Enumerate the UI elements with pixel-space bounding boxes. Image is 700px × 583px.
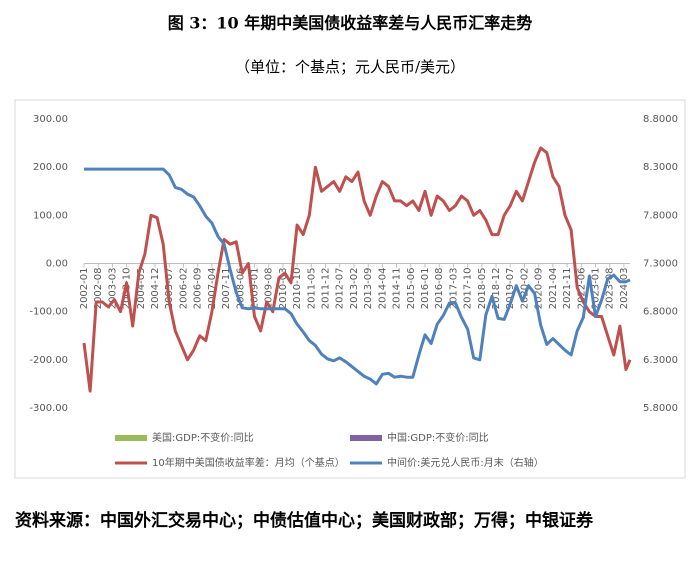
series-line (84, 167, 631, 386)
y-tick-label: 300.00 (33, 114, 68, 125)
x-tick-label: 2018-05 (477, 268, 488, 310)
x-tick-label: 2023-08 (605, 268, 616, 310)
x-tick-label: 2019-07 (505, 268, 516, 310)
y-tick-label: 200.00 (33, 162, 68, 173)
x-tick-label: 2007-11 (221, 268, 232, 310)
y-tick-label: 100.00 (33, 210, 68, 221)
x-tick-label: 2005-07 (164, 268, 175, 310)
x-tick-label: 2024-03 (619, 268, 630, 310)
y2-tick-label: 7.3000 (643, 259, 678, 270)
x-tick-label: 2018-12 (491, 268, 502, 310)
y2-tick-label: 5.8000 (643, 403, 678, 414)
x-tick-label: 2015-06 (406, 268, 417, 310)
series-line (82, 146, 632, 393)
x-tick-label: 2014-11 (392, 268, 403, 310)
x-tick-label: 2021-04 (548, 268, 559, 310)
x-tick-label: 2021-11 (562, 268, 573, 310)
x-tick-label: 2007-04 (207, 268, 218, 310)
y2-tick-label: 7.8000 (643, 210, 678, 221)
y-tick-label: 0.00 (46, 259, 68, 270)
x-tick-label: 2009-01 (249, 268, 260, 310)
x-tick-label: 2014-04 (377, 268, 388, 310)
x-tick-label: 2020-09 (534, 268, 545, 310)
x-tick-label: 2017-03 (448, 268, 459, 310)
y-tick-label: -200.00 (29, 355, 68, 366)
x-tick-label: 2003-03 (107, 268, 118, 310)
x-tick-label: 2023-01 (590, 268, 601, 310)
x-tick-label: 2009-08 (264, 268, 275, 310)
x-tick-label: 2004-05 (136, 268, 147, 310)
x-tick-label: 2013-09 (363, 268, 374, 310)
x-tick-label: 2002-08 (93, 268, 104, 310)
x-tick-label: 2020-02 (519, 268, 530, 310)
x-tick-label: 2010-03 (278, 268, 289, 310)
y2-tick-label: 6.3000 (643, 355, 678, 366)
chart-subtitle: （单位：个基点；元人民币/美元） (235, 58, 465, 76)
legend-label: 美国:GDP:不变价:同比 (152, 431, 254, 444)
legend-label: 10年期中美国债收益率差：月均（个基点） (152, 456, 345, 469)
x-tick-label: 2016-01 (420, 268, 431, 310)
legend-label: 中国:GDP:不变价:同比 (387, 431, 489, 444)
source-box: 资料来源：中国外汇交易中心；中债估值中心；美国财政部；万得；中银证券 (15, 511, 593, 531)
x-tick-label: 2012-07 (335, 268, 346, 310)
x-tick-label: 2022-06 (576, 268, 587, 310)
chart-title: 图 3：10 年期中美国债收益率差与人民币汇率走势 (168, 14, 533, 33)
x-tick-label: 2011-05 (306, 268, 317, 310)
y2-tick-label: 8.3000 (643, 162, 678, 173)
x-tick-label: 2002-01 (79, 268, 90, 310)
y2-tick-label: 6.8000 (643, 307, 678, 318)
x-tick-label: 2010-10 (292, 268, 303, 310)
x-tick-label: 2008-06 (235, 268, 246, 310)
chart-frame (14, 99, 686, 479)
y-tick-label: -100.00 (29, 307, 68, 318)
y-tick-label: -300.00 (29, 403, 68, 414)
x-tick-label: 2004-12 (150, 268, 161, 310)
x-tick-label: 2011-12 (321, 268, 332, 310)
source-note: 资料来源：中国外汇交易中心；中债估值中心；美国财政部；万得；中银证券 (15, 511, 593, 531)
x-tick-label: 2016-08 (434, 268, 445, 310)
x-tick-label: 2017-10 (463, 268, 474, 310)
legend-label: 中间价:美元兑人民币:月末（右轴） (387, 456, 544, 469)
x-tick-label: 2006-02 (178, 268, 189, 310)
x-tick-label: 2013-02 (349, 268, 360, 310)
y2-tick-label: 8.8000 (643, 114, 678, 125)
x-tick-label: 2006-09 (193, 268, 204, 310)
